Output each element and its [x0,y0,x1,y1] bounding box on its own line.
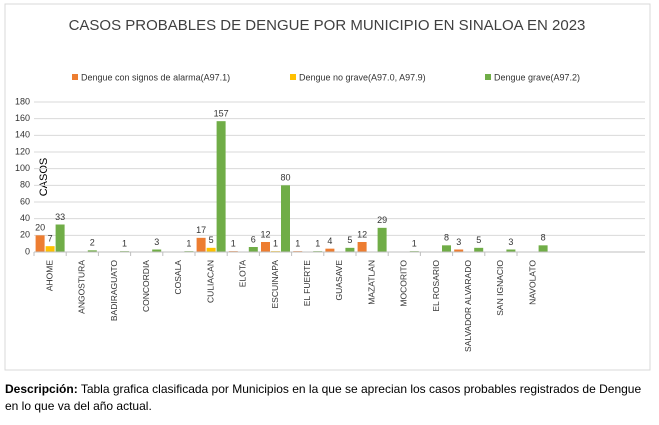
y-tick-label: 180 [15,96,30,106]
chart-title: CASOS PROBABLES DE DENGUE POR MUNICIPIO … [69,17,586,34]
legend-swatch [290,74,296,80]
data-label: 12 [260,229,270,239]
x-tick-label: ELOTA [238,260,248,288]
legend-swatch [485,74,491,80]
x-tick-label: ESCUINAPA [270,260,280,309]
data-label: 5 [476,235,481,245]
bar [45,246,55,252]
data-label: 1 [122,239,127,249]
x-tick-label: SALVADOR ALVARADO [463,260,473,352]
y-tick-label: 160 [15,113,30,123]
description: Descripción: Tabla grafica clasificada p… [5,381,653,415]
y-axis-label: CASOS [38,158,50,197]
bar [281,185,290,252]
description-text: Tabla grafica clasificada por Municipios… [5,382,642,413]
legend-label: Dengue no grave(A97.0, A97.9) [299,72,426,82]
y-tick-label: 140 [15,130,30,140]
data-label: 1 [186,239,191,249]
data-label: 1 [295,239,300,249]
legend-label: Dengue con signos de alarma(A97.1) [81,72,230,82]
y-tick-label: 20 [20,230,30,240]
data-label: 1 [315,239,320,249]
description-label: Descripción: [5,382,78,396]
x-tick-label: MOCORITO [399,260,409,307]
bar [325,248,335,252]
data-label: 17 [196,225,206,235]
bar [196,237,206,252]
bar [261,242,270,252]
x-tick-label: AHOME [44,260,54,292]
bar [442,245,451,252]
data-label: 1 [273,239,278,249]
data-label: 4 [327,236,332,246]
x-tick-label: MAZATLAN [366,260,376,305]
y-tick-label: 0 [25,246,30,256]
bar [377,227,387,252]
x-tick-label: GUASAVE [334,260,344,301]
data-label: 6 [251,234,256,244]
x-tick-label: EL FUERTE [302,260,312,307]
data-label: 29 [377,215,387,225]
data-label: 2 [90,238,95,248]
data-label: 1 [231,239,236,249]
bar [35,235,45,252]
y-tick-label: 80 [20,180,30,190]
bar [248,247,258,252]
bar [206,247,216,252]
bar [345,247,355,252]
data-label: 12 [357,229,367,239]
data-label: 8 [541,233,546,243]
data-label: 80 [280,173,290,183]
chart-frame [4,3,651,371]
x-tick-label: EL ROSARIO [431,260,441,312]
data-label: 3 [508,237,513,247]
bar [216,121,226,253]
x-tick-label: SAN IGNACIO [495,260,505,316]
x-tick-label: NAVOLATO [527,260,537,305]
bar [87,250,97,252]
data-label: 157 [214,109,229,119]
bar [55,224,65,252]
bar [454,249,464,252]
legend-label: Dengue grave(A97.2) [494,72,580,82]
bar [506,249,516,252]
y-tick-label: 100 [15,163,30,173]
bar [474,247,484,252]
data-label: 3 [456,237,461,247]
y-tick-label: 60 [20,196,30,206]
x-tick-label: CULIACAN [205,260,215,303]
data-label: 5 [347,235,352,245]
bar [152,249,162,252]
chart: CASOS PROBABLES DE DENGUE POR MUNICIPIO … [4,3,651,371]
y-tick-label: 120 [15,146,30,156]
data-label: 7 [48,234,53,244]
x-tick-label: CONCORDIA [141,260,151,312]
data-label: 3 [154,237,159,247]
data-label: 8 [444,233,449,243]
x-tick-label: BADIRAGUATO [109,260,119,321]
data-label: 20 [35,223,45,233]
y-tick-label: 40 [20,213,30,223]
x-tick-label: ANGOSTURA [77,260,87,314]
bar [357,242,367,252]
data-label: 5 [209,235,214,245]
data-label: 33 [55,212,65,222]
x-tick-label: COSALA [173,260,183,295]
data-label: 1 [412,239,417,249]
legend-swatch [72,74,78,80]
bar [538,245,548,252]
